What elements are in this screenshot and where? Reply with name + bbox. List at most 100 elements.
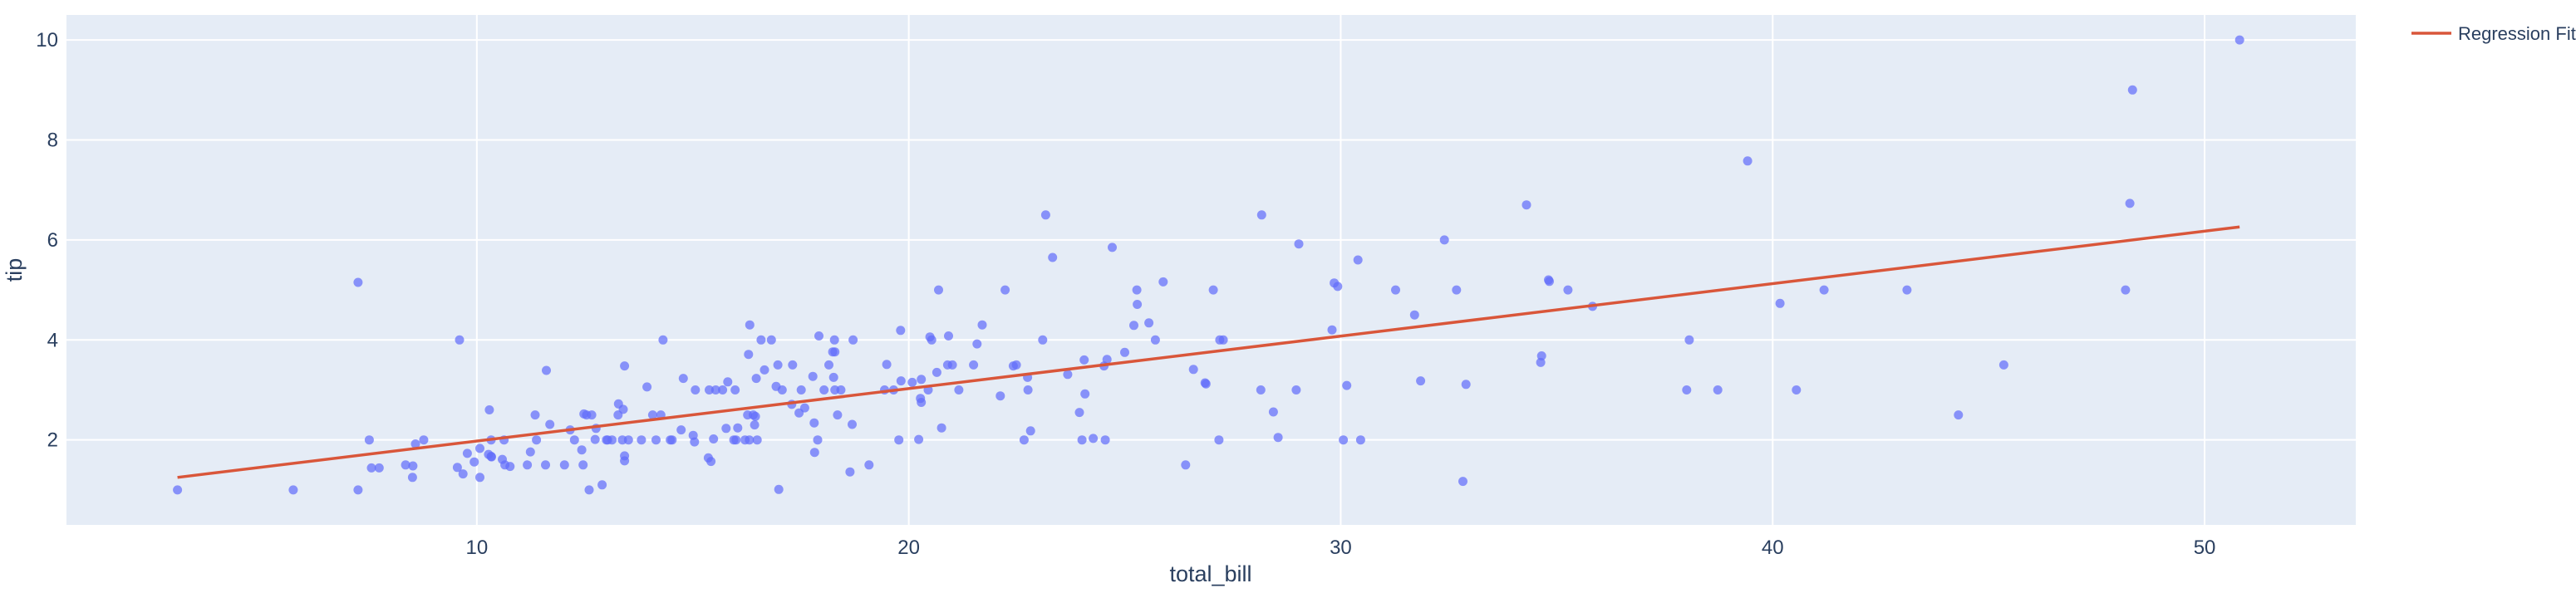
scatter-point[interactable]	[1025, 426, 1035, 436]
scatter-point[interactable]	[1038, 335, 1048, 345]
scatter-point[interactable]	[796, 385, 806, 395]
scatter-point[interactable]	[944, 331, 953, 341]
scatter-point[interactable]	[751, 374, 761, 384]
scatter-point[interactable]	[1100, 435, 1110, 445]
scatter-point[interactable]	[618, 404, 628, 414]
scatter-point[interactable]	[2125, 198, 2135, 208]
scatter-point[interactable]	[1080, 389, 1090, 399]
scatter-point[interactable]	[578, 460, 588, 470]
scatter-point[interactable]	[637, 435, 646, 445]
scatter-point[interactable]	[288, 485, 298, 495]
scatter-point[interactable]	[597, 480, 607, 490]
scatter-point[interactable]	[623, 435, 633, 445]
scatter-point[interactable]	[353, 485, 363, 495]
scatter-point[interactable]	[896, 326, 906, 336]
scatter-point[interactable]	[745, 435, 755, 445]
scatter-point[interactable]	[173, 485, 183, 495]
scatter-point[interactable]	[1150, 335, 1160, 345]
scatter-point[interactable]	[353, 277, 363, 287]
scatter-point[interactable]	[706, 457, 716, 467]
scatter-point[interactable]	[750, 420, 760, 430]
scatter-point[interactable]	[995, 391, 1005, 401]
scatter-point[interactable]	[828, 372, 838, 382]
scatter-point[interactable]	[1327, 325, 1337, 335]
scatter-point[interactable]	[642, 382, 652, 392]
scatter-point[interactable]	[1291, 385, 1301, 395]
scatter-point[interactable]	[830, 347, 840, 357]
scatter-point[interactable]	[1545, 277, 1554, 287]
legend[interactable]: Regression Fit	[2411, 23, 2576, 44]
scatter-point[interactable]	[914, 434, 924, 444]
scatter-point[interactable]	[475, 473, 484, 483]
scatter-point[interactable]	[1077, 435, 1087, 445]
scatter-point[interactable]	[523, 460, 533, 470]
scatter-point[interactable]	[469, 457, 479, 467]
scatter-point[interactable]	[607, 435, 617, 445]
scatter-point[interactable]	[1000, 285, 1010, 295]
scatter-point[interactable]	[937, 423, 946, 433]
scatter-point[interactable]	[718, 385, 728, 395]
scatter-point[interactable]	[408, 461, 418, 471]
scatter-point[interactable]	[455, 335, 465, 345]
scatter-point[interactable]	[1089, 434, 1099, 444]
scatter-point[interactable]	[932, 367, 941, 377]
scatter-point[interactable]	[691, 385, 701, 395]
scatter-point[interactable]	[2127, 85, 2137, 95]
scatter-point[interactable]	[541, 460, 550, 470]
scatter-point[interactable]	[1458, 477, 1467, 487]
scatter-point[interactable]	[1563, 285, 1573, 295]
scatter-point[interactable]	[934, 285, 943, 295]
scatter-point[interactable]	[829, 335, 839, 345]
scatter-point[interactable]	[709, 434, 719, 444]
scatter-point[interactable]	[1522, 200, 1531, 210]
scatter-point[interactable]	[1158, 277, 1168, 287]
scatter-point[interactable]	[678, 374, 688, 384]
scatter-point[interactable]	[809, 448, 819, 458]
scatter-point[interactable]	[745, 320, 755, 330]
scatter-point[interactable]	[814, 331, 823, 341]
scatter-point[interactable]	[777, 385, 787, 395]
scatter-point[interactable]	[525, 447, 535, 457]
scatter-point[interactable]	[1201, 379, 1211, 389]
scatter-point[interactable]	[458, 469, 468, 479]
scatter-point[interactable]	[799, 403, 809, 413]
scatter-point[interactable]	[760, 365, 769, 375]
scatter-point[interactable]	[676, 425, 686, 435]
scatter-point[interactable]	[484, 405, 494, 414]
scatter-point[interactable]	[1416, 376, 1426, 386]
scatter-point[interactable]	[1355, 435, 1365, 445]
scatter-point[interactable]	[766, 335, 776, 345]
scatter-point[interactable]	[1256, 210, 1266, 220]
scatter-point[interactable]	[1409, 310, 1419, 320]
scatter-point[interactable]	[487, 452, 496, 462]
scatter-point[interactable]	[845, 467, 855, 477]
scatter-point[interactable]	[813, 435, 823, 445]
scatter-point[interactable]	[731, 435, 741, 445]
scatter-point[interactable]	[559, 460, 569, 470]
scatter-point[interactable]	[836, 385, 846, 395]
scatter-point[interactable]	[1144, 318, 1154, 328]
regression-fit-line[interactable]	[177, 225, 2240, 479]
scatter-point[interactable]	[1120, 347, 1129, 357]
scatter-point[interactable]	[407, 473, 417, 483]
scatter-point[interactable]	[462, 448, 472, 458]
scatter-point[interactable]	[410, 439, 420, 448]
scatter-point[interactable]	[1333, 282, 1343, 292]
scatter-point[interactable]	[1181, 460, 1191, 470]
scatter-point[interactable]	[505, 462, 515, 472]
scatter-point[interactable]	[2234, 35, 2244, 45]
scatter-point[interactable]	[1129, 321, 1138, 331]
scatter-point[interactable]	[1713, 385, 1723, 395]
scatter-point[interactable]	[1536, 351, 1546, 360]
scatter-point[interactable]	[475, 444, 484, 453]
scatter-point[interactable]	[401, 460, 410, 470]
scatter-point[interactable]	[752, 435, 762, 445]
scatter-point[interactable]	[1108, 243, 1117, 252]
scatter-point[interactable]	[882, 360, 892, 370]
scatter-point[interactable]	[1268, 407, 1278, 417]
scatter-point[interactable]	[824, 360, 833, 370]
scatter-point[interactable]	[1214, 435, 1224, 445]
scatter-point[interactable]	[1040, 210, 1050, 220]
scatter-point[interactable]	[833, 410, 843, 420]
scatter-point[interactable]	[1819, 285, 1829, 295]
